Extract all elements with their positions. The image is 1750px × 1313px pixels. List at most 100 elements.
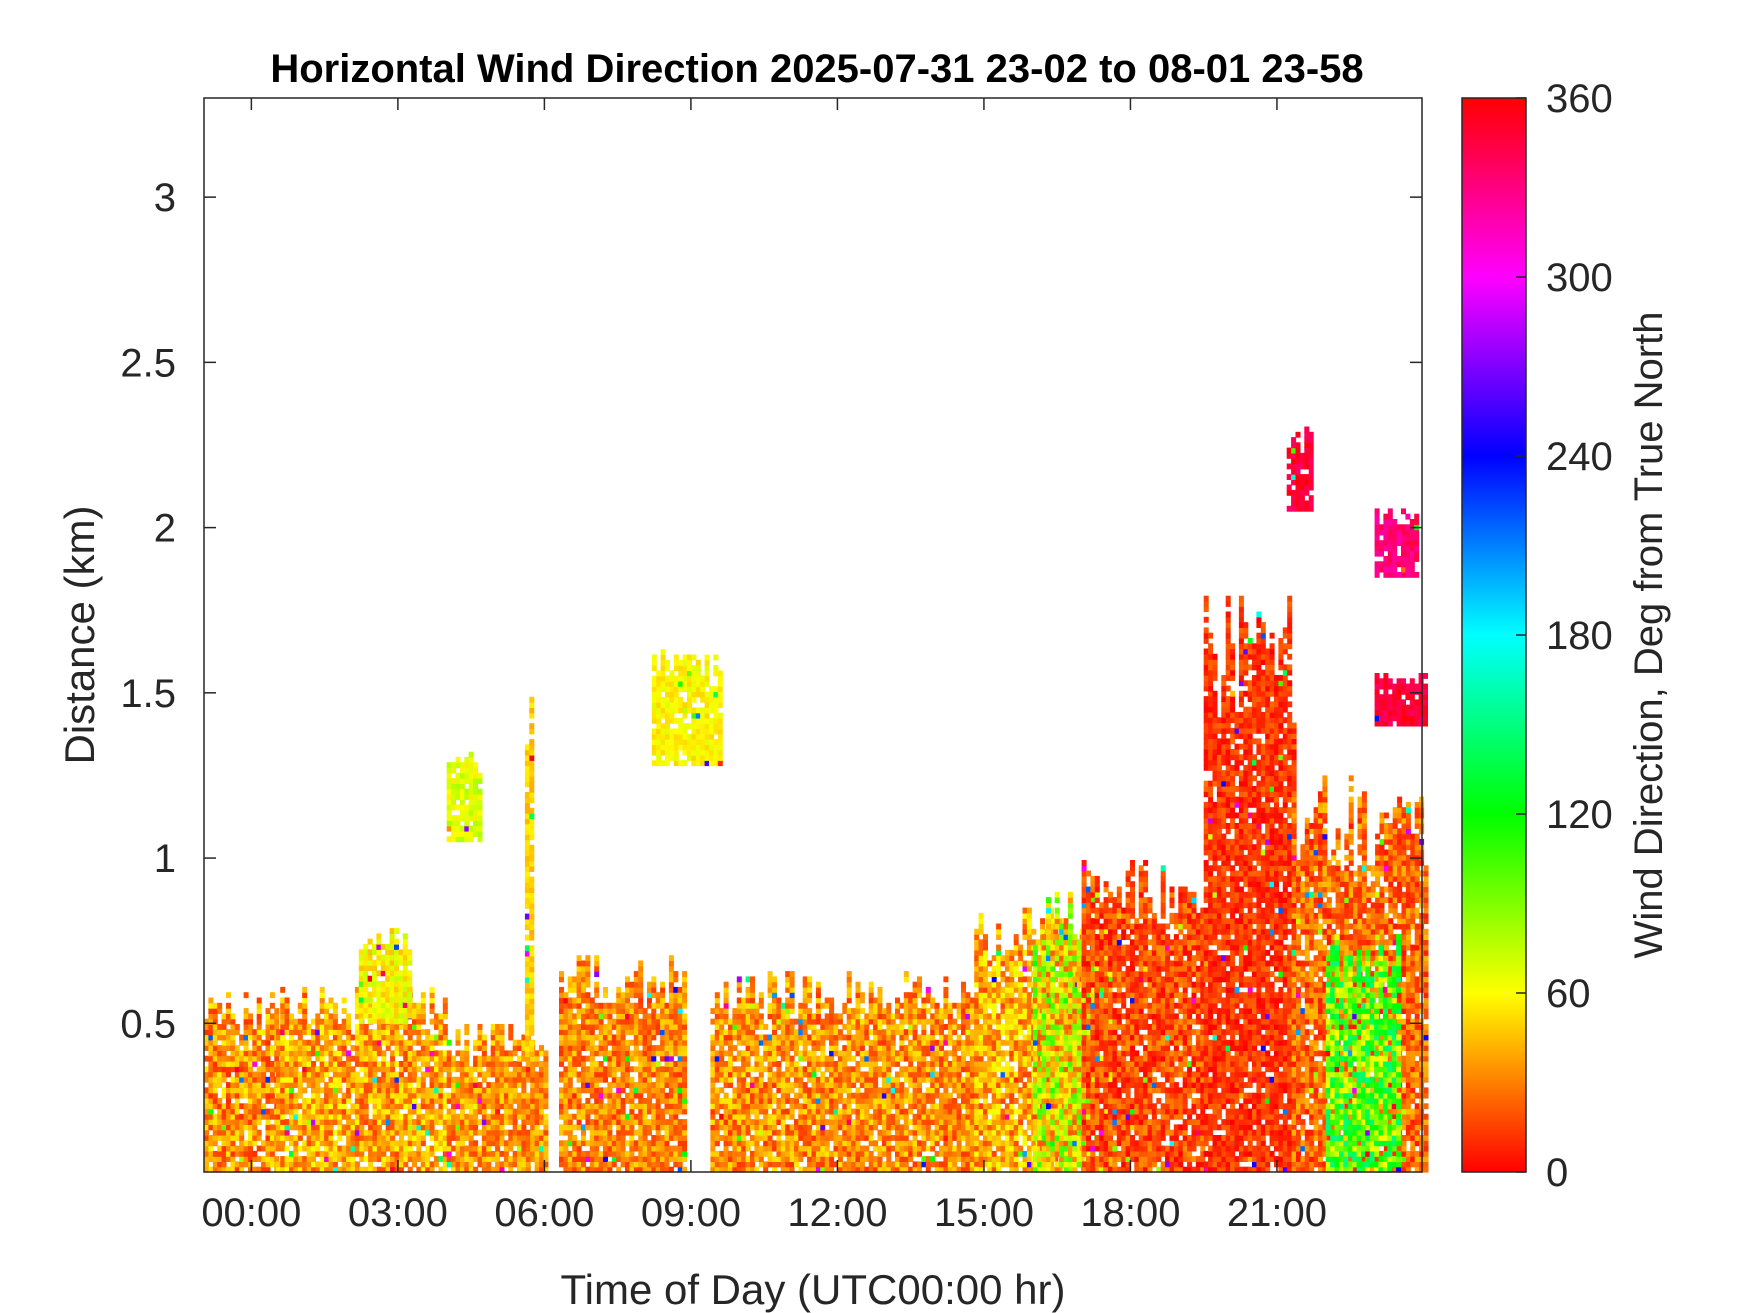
heatmap-cell bbox=[651, 1050, 657, 1057]
heatmap-cell bbox=[302, 997, 308, 1004]
heatmap-cell bbox=[758, 1002, 764, 1009]
heatmap-cell bbox=[603, 1108, 608, 1115]
heatmap-cell bbox=[664, 1166, 670, 1173]
heatmap-cell bbox=[789, 1071, 795, 1078]
heatmap-cell bbox=[464, 1124, 470, 1131]
heatmap-cell bbox=[543, 1071, 549, 1078]
heatmap-cell bbox=[354, 1119, 360, 1125]
heatmap-cell bbox=[616, 1119, 622, 1125]
heatmap-cell bbox=[455, 820, 461, 827]
heatmap-cell bbox=[842, 1098, 848, 1104]
heatmap-cell bbox=[660, 992, 666, 999]
heatmap-cell bbox=[534, 1103, 540, 1110]
heatmap-cell bbox=[524, 818, 530, 825]
heatmap-cell bbox=[638, 976, 644, 983]
heatmap-cell bbox=[638, 1098, 644, 1104]
heatmap-cell bbox=[794, 1103, 799, 1110]
heatmap-cell bbox=[217, 1066, 223, 1073]
heatmap-cell bbox=[758, 1061, 764, 1067]
heatmap-cell bbox=[559, 1129, 564, 1136]
heatmap-cell bbox=[337, 1124, 343, 1131]
heatmap-cell bbox=[585, 1024, 591, 1030]
heatmap-cell bbox=[459, 762, 465, 769]
heatmap-cell bbox=[226, 1124, 231, 1131]
heatmap-cell bbox=[464, 831, 470, 837]
heatmap-cell bbox=[567, 1071, 573, 1078]
heatmap-cell bbox=[477, 1161, 483, 1168]
heatmap-cell bbox=[524, 744, 530, 751]
heatmap-cell bbox=[269, 1108, 275, 1115]
heatmap-cell bbox=[438, 1135, 444, 1141]
heatmap-cell bbox=[669, 728, 675, 735]
heatmap-cell bbox=[846, 1098, 852, 1104]
heatmap-cell bbox=[767, 1013, 773, 1020]
heatmap-cell bbox=[815, 1002, 821, 1009]
heatmap-cell bbox=[895, 1124, 900, 1131]
heatmap-cell bbox=[221, 1050, 227, 1057]
heatmap-cell bbox=[758, 1024, 764, 1030]
heatmap-cell bbox=[665, 659, 670, 666]
heatmap-cell bbox=[350, 1124, 356, 1131]
heatmap-cell bbox=[824, 1061, 830, 1067]
heatmap-cell bbox=[385, 1034, 391, 1041]
heatmap-cell bbox=[529, 723, 535, 730]
heatmap-cell bbox=[620, 1113, 626, 1120]
heatmap-cell bbox=[275, 1113, 281, 1120]
heatmap-cell bbox=[665, 712, 670, 719]
heatmap-cell bbox=[572, 1135, 578, 1141]
heatmap-cell bbox=[750, 1087, 755, 1094]
heatmap-cell bbox=[543, 1082, 549, 1088]
heatmap-cell bbox=[217, 1071, 223, 1078]
heatmap-cell bbox=[811, 1150, 817, 1157]
heatmap-cell bbox=[732, 1103, 738, 1110]
heatmap-cell bbox=[380, 996, 386, 1003]
heatmap-cell bbox=[376, 1045, 382, 1051]
heatmap-cell bbox=[495, 1103, 501, 1110]
heatmap-cell bbox=[256, 1129, 262, 1136]
heatmap-cell bbox=[252, 1050, 258, 1057]
heatmap-cell bbox=[717, 712, 723, 719]
heatmap-cell bbox=[459, 794, 465, 800]
heatmap-cell bbox=[682, 654, 688, 661]
heatmap-cell bbox=[750, 1008, 755, 1014]
heatmap-cell bbox=[728, 1071, 733, 1078]
heatmap-cell bbox=[745, 1013, 751, 1020]
heatmap-cell bbox=[903, 1034, 909, 1041]
heatmap-cell bbox=[221, 1108, 227, 1115]
heatmap-cell bbox=[243, 1061, 249, 1067]
heatmap-cell bbox=[284, 997, 290, 1004]
heatmap-cell bbox=[709, 739, 714, 745]
heatmap-cell bbox=[780, 1145, 786, 1152]
heatmap-cell bbox=[372, 1039, 378, 1046]
heatmap-cell bbox=[221, 1129, 227, 1136]
heatmap-cell bbox=[677, 1034, 683, 1041]
heatmap-cell bbox=[664, 1055, 670, 1062]
heatmap-cell bbox=[750, 1108, 755, 1115]
heatmap-cell bbox=[252, 1082, 258, 1088]
heatmap-cell bbox=[451, 1076, 457, 1083]
heatmap-cell bbox=[807, 1113, 813, 1120]
heatmap-cell bbox=[376, 1166, 382, 1173]
heatmap-cell bbox=[311, 1092, 316, 1099]
heatmap-cell bbox=[868, 1029, 874, 1036]
heatmap-cell bbox=[252, 1098, 258, 1104]
heatmap-cell bbox=[473, 1098, 479, 1104]
heatmap-cell bbox=[529, 897, 535, 904]
heatmap-cell bbox=[407, 1124, 413, 1131]
heatmap-cell bbox=[261, 1103, 267, 1110]
heatmap-cell bbox=[620, 1045, 626, 1051]
heatmap-cell bbox=[576, 1024, 582, 1030]
heatmap-cell bbox=[598, 1008, 604, 1014]
heatmap-cell bbox=[297, 1034, 303, 1041]
heatmap-cell bbox=[780, 1124, 786, 1131]
heatmap-cell bbox=[589, 1082, 595, 1088]
heatmap-cell bbox=[656, 680, 662, 687]
heatmap-cell bbox=[455, 1129, 461, 1136]
heatmap-cell bbox=[776, 1045, 782, 1051]
heatmap-cell bbox=[208, 1140, 214, 1147]
heatmap-cell bbox=[859, 1018, 865, 1025]
heatmap-cell bbox=[798, 1076, 804, 1083]
heatmap-cell bbox=[789, 1008, 795, 1014]
heatmap-cell bbox=[713, 707, 719, 714]
heatmap-cell bbox=[332, 1024, 338, 1030]
